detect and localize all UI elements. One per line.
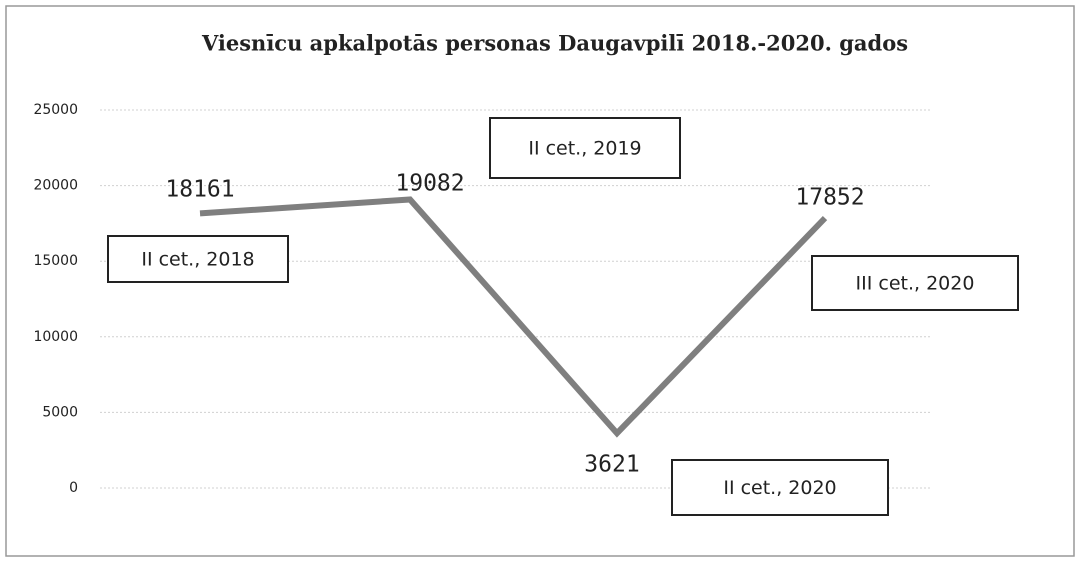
line	[199, 196, 828, 438]
category-label: II cet., 2018	[141, 249, 254, 271]
y-tick-label: 5000	[42, 404, 78, 420]
data-label: 18161	[165, 177, 234, 203]
data-label: 3621	[584, 452, 639, 478]
y-tick-label: 20000	[33, 178, 78, 194]
category-box	[811, 255, 1019, 311]
category-label: II cet., 2020	[723, 477, 836, 499]
category-label: II cet., 2019	[528, 138, 641, 160]
chart-border	[5, 5, 1075, 557]
y-tick-label: 0	[69, 480, 78, 496]
data-label: 19082	[395, 171, 464, 197]
y-tick-label: 25000	[33, 102, 78, 118]
y-tick-label: 10000	[33, 329, 78, 345]
category-label: III cet., 2020	[856, 273, 975, 295]
chart-title: Viesnīcu apkalpotās personas Daugavpilī …	[201, 31, 908, 56]
data-label: 17852	[795, 185, 864, 211]
category-box	[489, 117, 681, 179]
category-box	[671, 459, 889, 516]
y-tick-label: 15000	[33, 253, 78, 269]
category-box	[107, 235, 289, 283]
